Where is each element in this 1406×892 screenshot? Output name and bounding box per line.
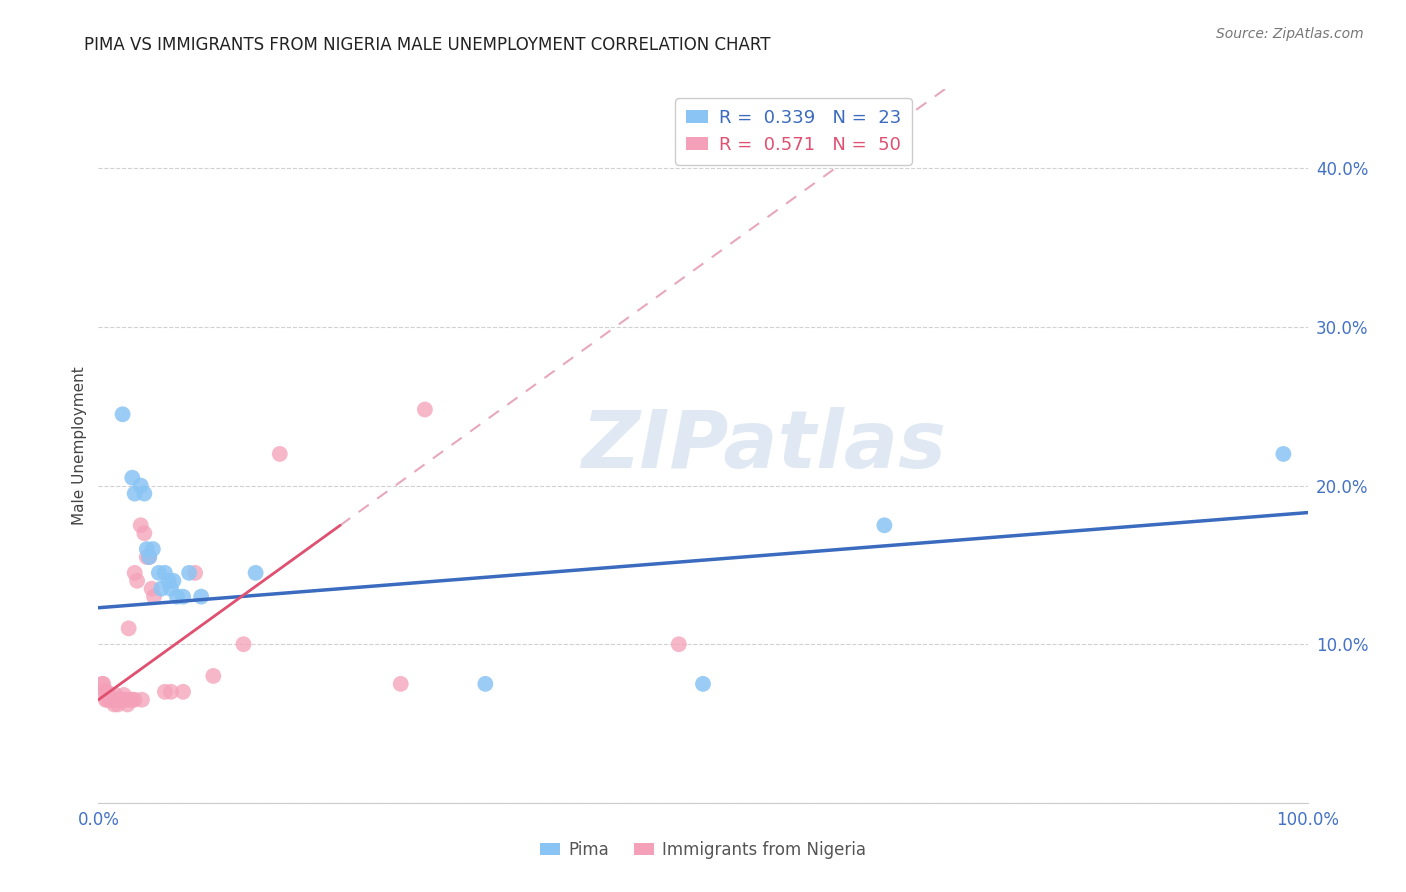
Point [202, 669, 225, 683]
Point [111, 407, 134, 421]
Point [692, 677, 714, 691]
Point [135, 542, 157, 557]
Point [121, 692, 143, 706]
Point [124, 692, 146, 706]
Text: Source: ZipAtlas.com: Source: ZipAtlas.com [1216, 27, 1364, 41]
Point [269, 447, 291, 461]
Point [118, 621, 141, 635]
Point [114, 692, 136, 706]
Point [91, 677, 114, 691]
Point [94, 692, 117, 706]
Point [121, 471, 143, 485]
Point [160, 685, 183, 699]
Point [105, 692, 128, 706]
Point [131, 692, 153, 706]
Point [120, 692, 142, 706]
Point [103, 692, 125, 706]
Point [100, 692, 122, 706]
Point [94, 685, 117, 699]
Point [232, 637, 254, 651]
Point [143, 590, 166, 604]
Point [172, 590, 194, 604]
Point [138, 549, 160, 564]
Point [134, 526, 156, 541]
Point [1272, 447, 1295, 461]
Point [413, 402, 436, 417]
Point [107, 698, 129, 712]
Point [112, 688, 135, 702]
Point [190, 590, 212, 604]
Point [124, 486, 146, 500]
Point [108, 692, 131, 706]
Text: ZIPatlas: ZIPatlas [581, 407, 946, 485]
Point [117, 698, 139, 712]
Point [184, 566, 207, 580]
Point [245, 566, 267, 580]
Point [873, 518, 896, 533]
Y-axis label: Male Unemployment: Male Unemployment [72, 367, 87, 525]
Text: PIMA VS IMMIGRANTS FROM NIGERIA MALE UNEMPLOYMENT CORRELATION CHART: PIMA VS IMMIGRANTS FROM NIGERIA MALE UNE… [84, 36, 770, 54]
Point [129, 518, 152, 533]
Point [96, 692, 118, 706]
Point [153, 566, 176, 580]
Point [166, 590, 188, 604]
Point [100, 692, 122, 706]
Point [91, 677, 114, 691]
Point [142, 542, 165, 557]
Point [150, 582, 173, 596]
Point [97, 688, 120, 702]
Point [138, 549, 160, 564]
Point [668, 637, 690, 651]
Point [389, 677, 412, 691]
Point [153, 685, 176, 699]
Point [115, 692, 138, 706]
Point [96, 685, 118, 699]
Point [100, 692, 122, 706]
Point [98, 688, 121, 702]
Point [148, 566, 170, 580]
Point [162, 574, 184, 588]
Point [124, 566, 146, 580]
Point [160, 582, 183, 596]
Point [172, 685, 194, 699]
Point [104, 688, 127, 702]
Point [110, 692, 132, 706]
Point [101, 692, 124, 706]
Legend: Pima, Immigrants from Nigeria: Pima, Immigrants from Nigeria [533, 835, 873, 866]
Point [135, 549, 157, 564]
Point [127, 574, 149, 588]
Point [157, 574, 180, 588]
Point [103, 698, 125, 712]
Point [141, 582, 163, 596]
Point [93, 685, 115, 699]
Point [129, 478, 152, 492]
Point [111, 692, 134, 706]
Point [134, 486, 156, 500]
Point [474, 677, 496, 691]
Point [105, 692, 128, 706]
Point [108, 692, 131, 706]
Point [179, 566, 201, 580]
